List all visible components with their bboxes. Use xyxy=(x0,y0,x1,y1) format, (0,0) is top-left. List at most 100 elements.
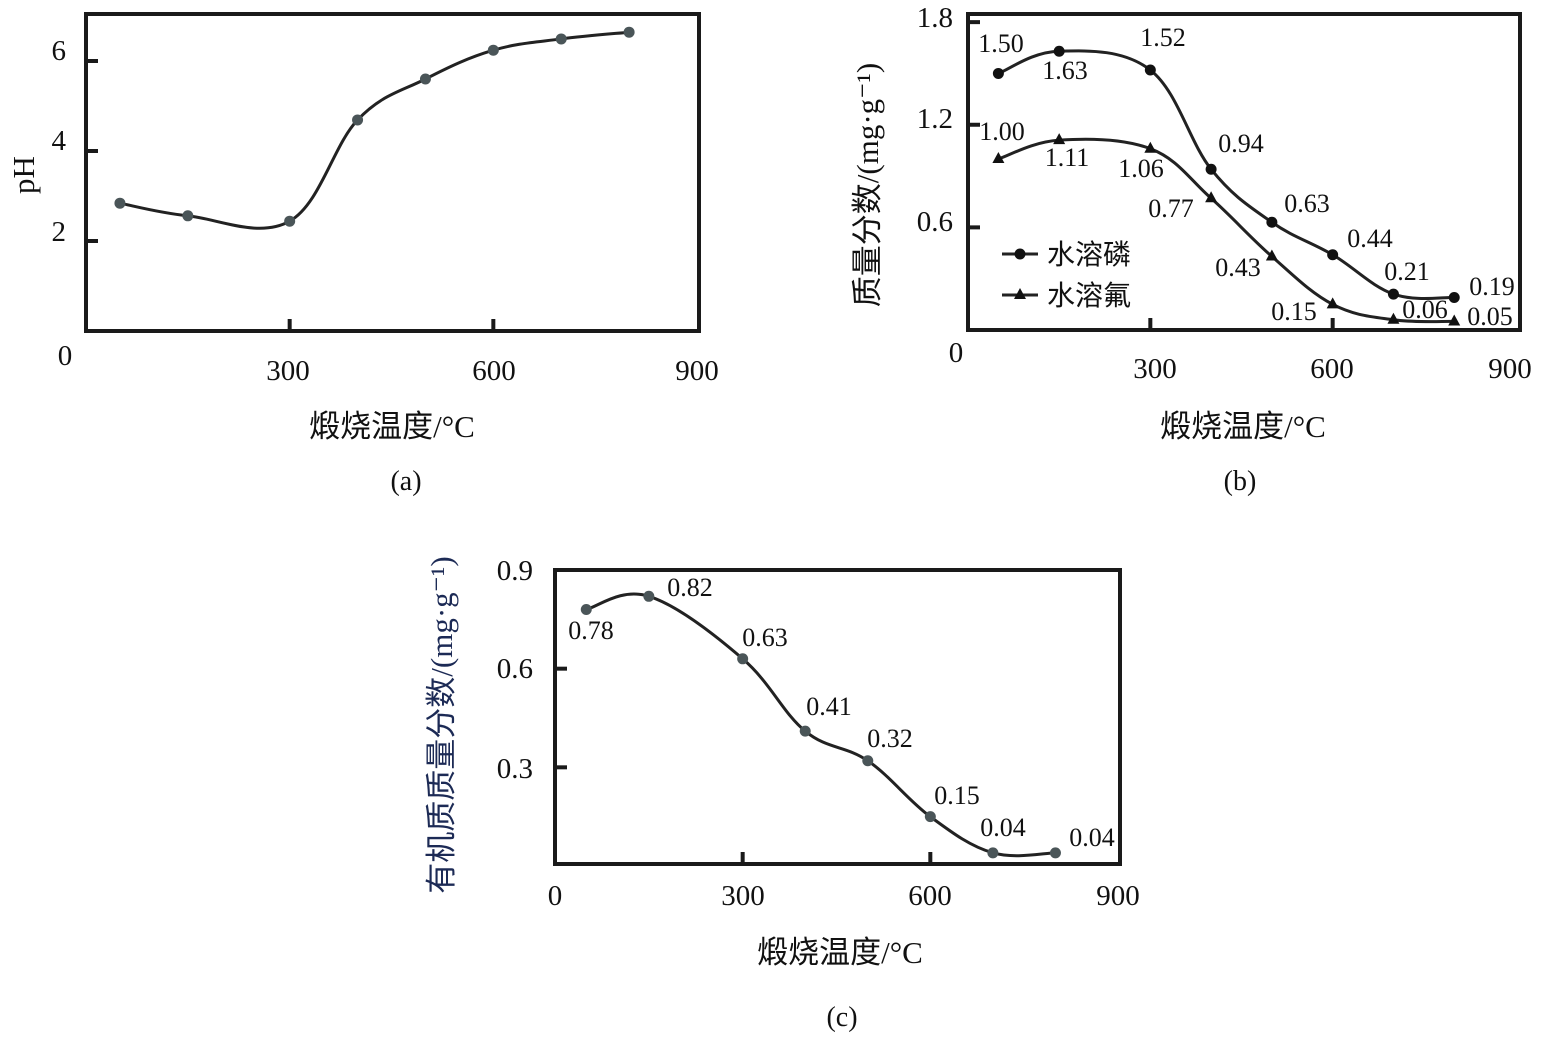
data-label: 0.77 xyxy=(1148,194,1194,223)
y-axis-label: 有机质质量分数/(mg·g⁻¹) xyxy=(424,556,459,893)
x-tick-label: 0 xyxy=(548,880,563,912)
data-label: 0.21 xyxy=(1384,257,1430,286)
panel-label: (c) xyxy=(826,1002,857,1033)
data-label: 0.44 xyxy=(1347,224,1393,253)
x-tick-label: 600 xyxy=(1310,353,1354,385)
y-tick-label: 1.2 xyxy=(917,103,953,135)
data-point xyxy=(114,197,126,209)
data-label: 0.41 xyxy=(806,692,852,721)
data-point-triangle xyxy=(1448,314,1461,326)
x-axis-label: 煅烧温度/°C xyxy=(309,409,475,444)
data-point xyxy=(1144,64,1156,76)
data-point xyxy=(580,603,592,615)
data-label: 0.82 xyxy=(667,573,713,602)
y-axis-label: 质量分数/(mg·g⁻¹) xyxy=(850,63,885,307)
data-point xyxy=(992,67,1004,79)
data-label: 0.32 xyxy=(867,724,913,753)
chart-panel-b: 0.6 1.2 1.8 0 300 600 900 煅烧温度/°C 质量分数/(mg·g⁻¹) (… xyxy=(850,2,1532,497)
data-point-triangle xyxy=(1326,297,1339,309)
data-point-triangle xyxy=(1205,191,1218,203)
data-label: 0.15 xyxy=(1271,297,1317,326)
panel-label: (a) xyxy=(390,466,421,497)
y-tick-label: 0.6 xyxy=(917,206,953,238)
x-tick-label: 300 xyxy=(266,355,310,387)
chart-panel-a: 2 4 6 0 300 600 900 煅烧温度/°C pH (a) xyxy=(6,12,719,497)
data-point-triangle xyxy=(1053,133,1066,145)
x-tick-label: 0 xyxy=(58,340,73,372)
data-label: 0.06 xyxy=(1402,295,1448,324)
plot-frame xyxy=(84,12,701,333)
data-label: 0.63 xyxy=(1284,189,1330,218)
data-label: 1.50 xyxy=(978,29,1024,58)
data-label: 1.00 xyxy=(979,117,1025,146)
x-axis-label: 煅烧温度/°C xyxy=(757,935,923,970)
data-point xyxy=(737,653,749,665)
data-point xyxy=(1053,45,1065,57)
legend-item: 水溶氟 xyxy=(1002,280,1131,312)
data-point-triangle xyxy=(1144,141,1157,153)
data-point xyxy=(924,811,936,823)
data-label: 0.04 xyxy=(1069,823,1115,852)
plot-frame xyxy=(966,12,1522,332)
y-tick-label: 0.6 xyxy=(497,653,533,685)
data-point xyxy=(284,215,296,227)
y-axis-label: pH xyxy=(6,156,41,194)
series-line xyxy=(119,30,630,230)
x-tick-label: 600 xyxy=(908,880,952,912)
data-point xyxy=(1266,216,1278,228)
data-point xyxy=(1327,249,1339,261)
legend-circle-icon xyxy=(1014,248,1026,260)
series-line xyxy=(585,592,1056,858)
x-tick-label: 900 xyxy=(1488,353,1532,385)
plot-frame xyxy=(553,568,1122,866)
legend-label: 水溶氟 xyxy=(1047,280,1131,312)
y-tick-label: 4 xyxy=(52,125,67,157)
data-point xyxy=(352,114,364,126)
y-tick-label: 2 xyxy=(52,216,67,248)
data-point-triangle xyxy=(992,151,1005,163)
chart-panel-c: 0.3 0.6 0.9 0 300 600 900 煅烧温度/°C 有机质质量分数/(mg·g⁻… xyxy=(424,555,1140,1033)
data-label: 0.15 xyxy=(934,781,980,810)
legend-triangle-icon xyxy=(1014,288,1026,299)
data-point-triangle xyxy=(1265,249,1278,261)
legend-label: 水溶磷 xyxy=(1047,239,1131,271)
data-point xyxy=(182,210,194,222)
data-point xyxy=(1205,163,1217,175)
data-point xyxy=(987,847,999,859)
data-label: 0.78 xyxy=(568,616,614,645)
data-point xyxy=(643,590,655,602)
data-point xyxy=(419,73,431,85)
data-label: 1.06 xyxy=(1118,154,1164,183)
data-point xyxy=(623,26,635,38)
data-label: 0.94 xyxy=(1218,129,1264,158)
data-point xyxy=(1387,288,1399,300)
data-point xyxy=(1448,292,1460,304)
x-tick-label: 300 xyxy=(721,880,765,912)
data-label: 0.43 xyxy=(1215,253,1261,282)
data-point xyxy=(487,44,499,56)
x-tick-label: 600 xyxy=(472,355,516,387)
y-tick-label: 1.8 xyxy=(917,2,953,34)
x-tick-label: 900 xyxy=(675,355,719,387)
data-point xyxy=(555,33,567,45)
data-label: 1.63 xyxy=(1042,56,1088,85)
y-tick-label: 6 xyxy=(52,35,67,67)
data-point-triangle xyxy=(1387,312,1400,324)
data-label: 0.04 xyxy=(980,813,1026,842)
series-line xyxy=(997,137,1455,324)
data-label: 1.11 xyxy=(1045,143,1090,172)
data-label: 0.63 xyxy=(742,623,788,652)
data-label: 1.52 xyxy=(1140,23,1186,52)
data-label: 0.05 xyxy=(1467,302,1513,331)
x-tick-label: 900 xyxy=(1096,880,1140,912)
x-tick-label: 0 xyxy=(949,337,964,369)
data-point xyxy=(799,725,811,737)
y-tick-label: 0.9 xyxy=(497,555,533,587)
data-point xyxy=(862,755,874,767)
series-line xyxy=(997,49,1455,300)
legend-item: 水溶磷 xyxy=(1002,239,1131,271)
x-tick-label: 300 xyxy=(1133,353,1177,385)
data-point xyxy=(1049,847,1061,859)
data-label: 0.19 xyxy=(1469,272,1515,301)
